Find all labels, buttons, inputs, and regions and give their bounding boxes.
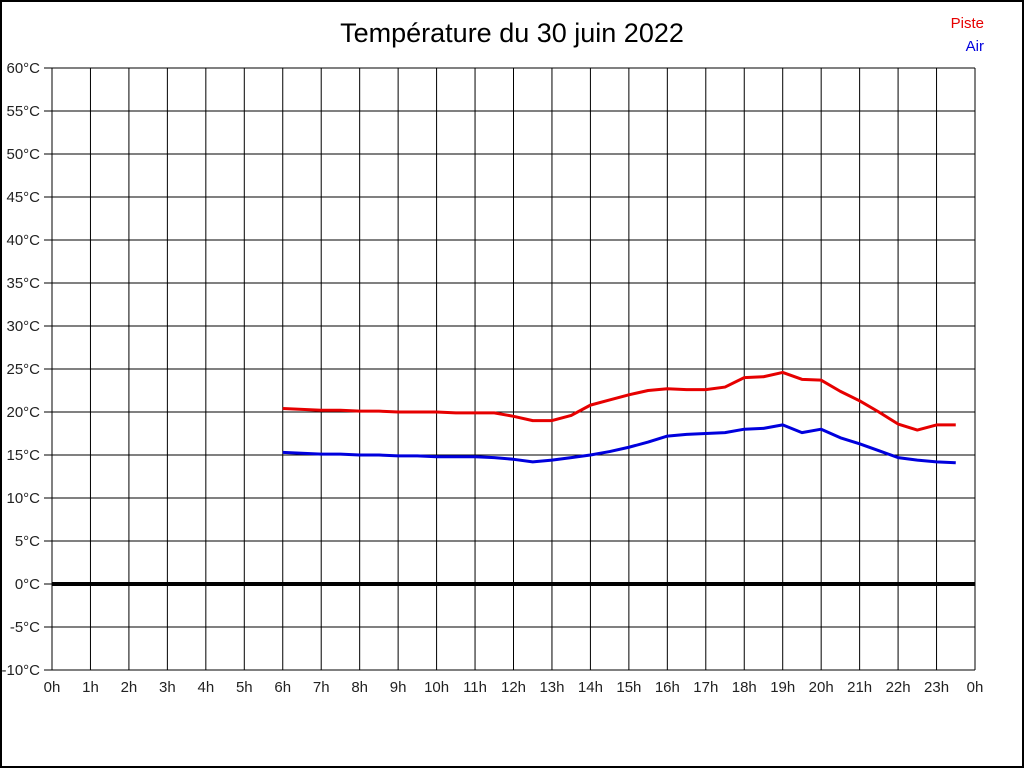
- x-tick-label: 0h: [44, 679, 61, 696]
- legend-item-piste: Piste: [950, 15, 984, 32]
- x-tick-label: 8h: [351, 679, 368, 696]
- x-tick-label: 15h: [616, 679, 641, 696]
- x-tick-label: 3h: [159, 679, 176, 696]
- y-tick-label: 55°C: [6, 103, 40, 120]
- x-tick-label: 10h: [424, 679, 449, 696]
- chart-title: Température du 30 juin 2022: [340, 18, 684, 48]
- y-tick-label: 60°C: [6, 60, 40, 77]
- x-tick-label: 17h: [693, 679, 718, 696]
- x-tick-label: 4h: [197, 679, 214, 696]
- x-tick-label: 22h: [886, 679, 911, 696]
- y-tick-label: -10°C: [2, 662, 40, 679]
- x-tick-label: 11h: [463, 679, 487, 696]
- series-line-air: [282, 423, 956, 465]
- x-tick-label: 19h: [770, 679, 795, 696]
- y-tick-label: 10°C: [6, 490, 40, 507]
- x-tick-label: 2h: [121, 679, 138, 696]
- x-tick-label: 20h: [809, 679, 834, 696]
- x-tick-label: 0h: [967, 679, 984, 696]
- x-tick-label: 18h: [732, 679, 757, 696]
- y-tick-label: 15°C: [6, 447, 40, 464]
- legend: Piste Air: [951, 12, 984, 58]
- y-tick-label: 30°C: [6, 318, 40, 335]
- x-tick-label: 12h: [501, 679, 526, 696]
- x-tick-label: 16h: [655, 679, 680, 696]
- x-tick-label: 6h: [274, 679, 291, 696]
- x-tick-label: 14h: [578, 679, 603, 696]
- legend-item-air: Air: [965, 38, 984, 55]
- y-tick-label: 20°C: [6, 404, 40, 421]
- x-tick-label: 13h: [539, 679, 564, 696]
- y-tick-label: 40°C: [6, 232, 40, 249]
- x-tick-label: 21h: [847, 679, 872, 696]
- y-tick-label: 50°C: [6, 146, 40, 163]
- y-tick-label: 25°C: [6, 361, 40, 378]
- y-tick-label: 5°C: [15, 533, 40, 550]
- x-tick-label: 1h: [82, 679, 99, 696]
- x-tick-label: 5h: [236, 679, 253, 696]
- y-tick-label: 35°C: [6, 275, 40, 292]
- x-tick-label: 23h: [924, 679, 949, 696]
- x-tick-label: 9h: [390, 679, 407, 696]
- y-tick-label: 45°C: [6, 189, 40, 206]
- x-tick-label: 7h: [313, 679, 330, 696]
- y-tick-label: -5°C: [10, 619, 40, 636]
- y-tick-label: 0°C: [15, 576, 40, 593]
- series-line-piste: [282, 370, 956, 432]
